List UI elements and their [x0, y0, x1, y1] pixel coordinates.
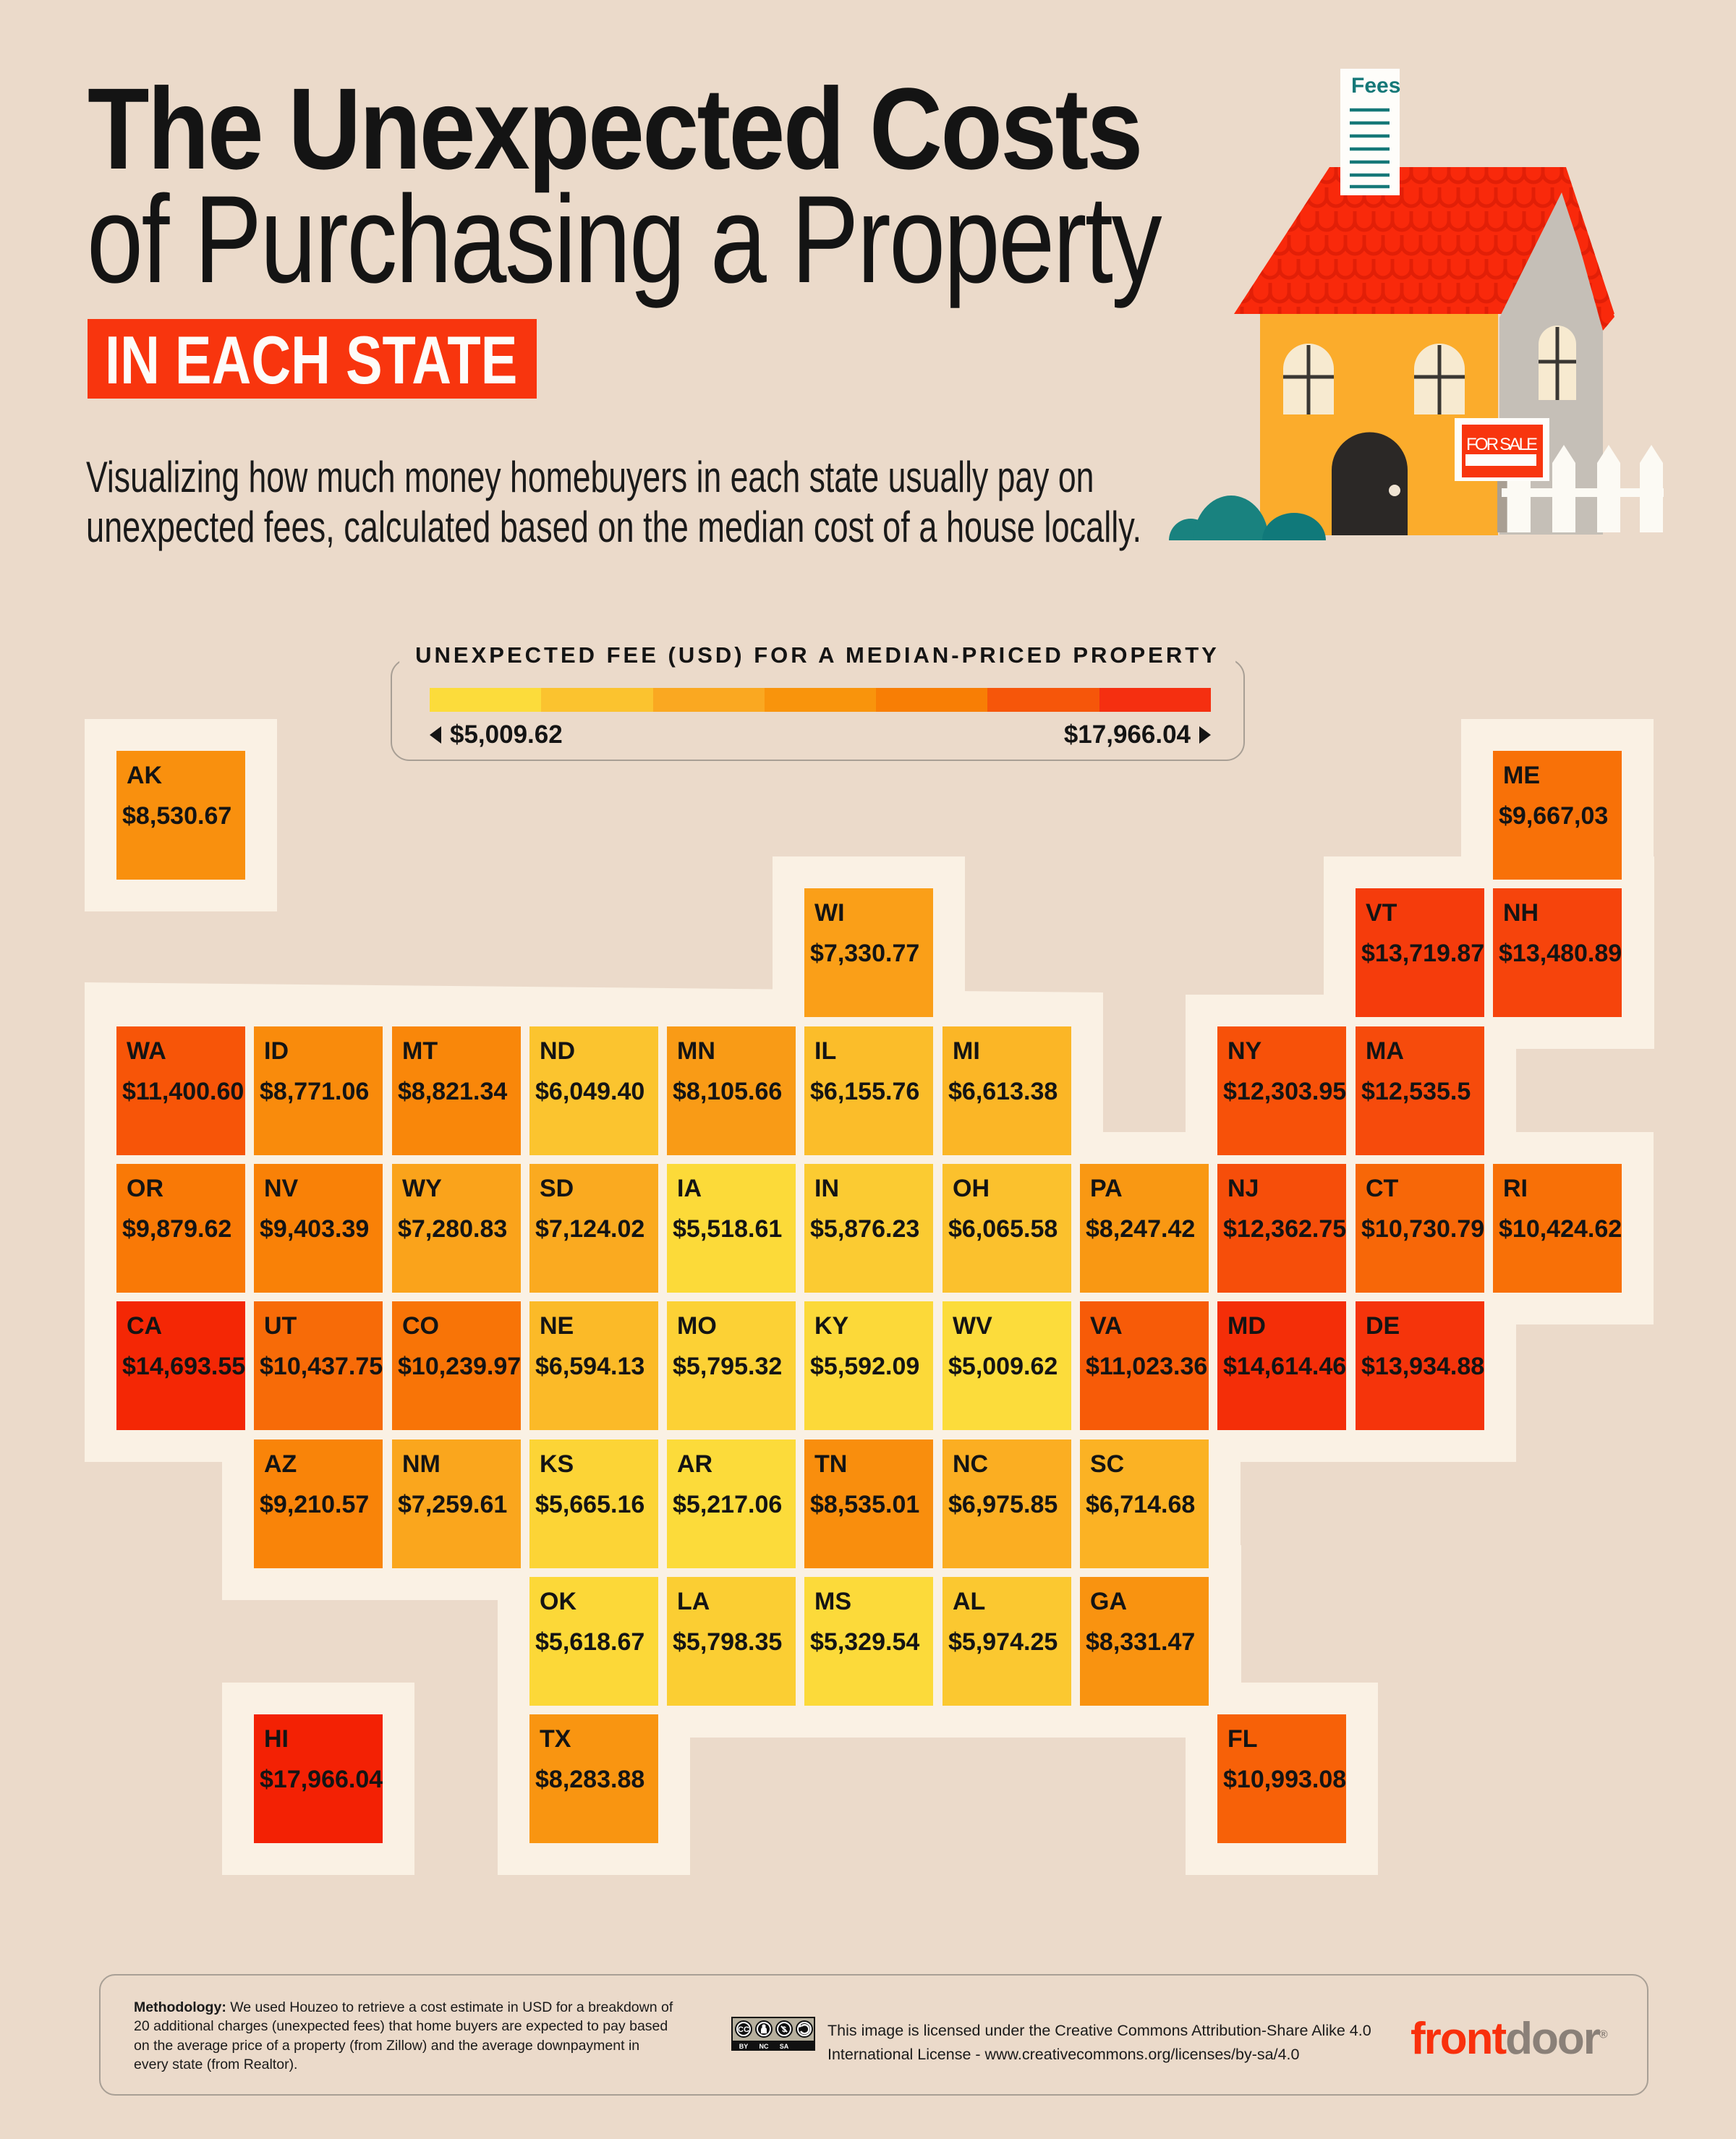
- svg-text:Fees: Fees: [1351, 74, 1400, 98]
- svg-text:SA: SA: [780, 2043, 789, 2050]
- svg-text:FOR SALE: FOR SALE: [1466, 435, 1538, 454]
- svg-text:NC: NC: [760, 2043, 769, 2050]
- svg-text:BY: BY: [739, 2043, 749, 2050]
- svg-text:CC: CC: [738, 2025, 749, 2034]
